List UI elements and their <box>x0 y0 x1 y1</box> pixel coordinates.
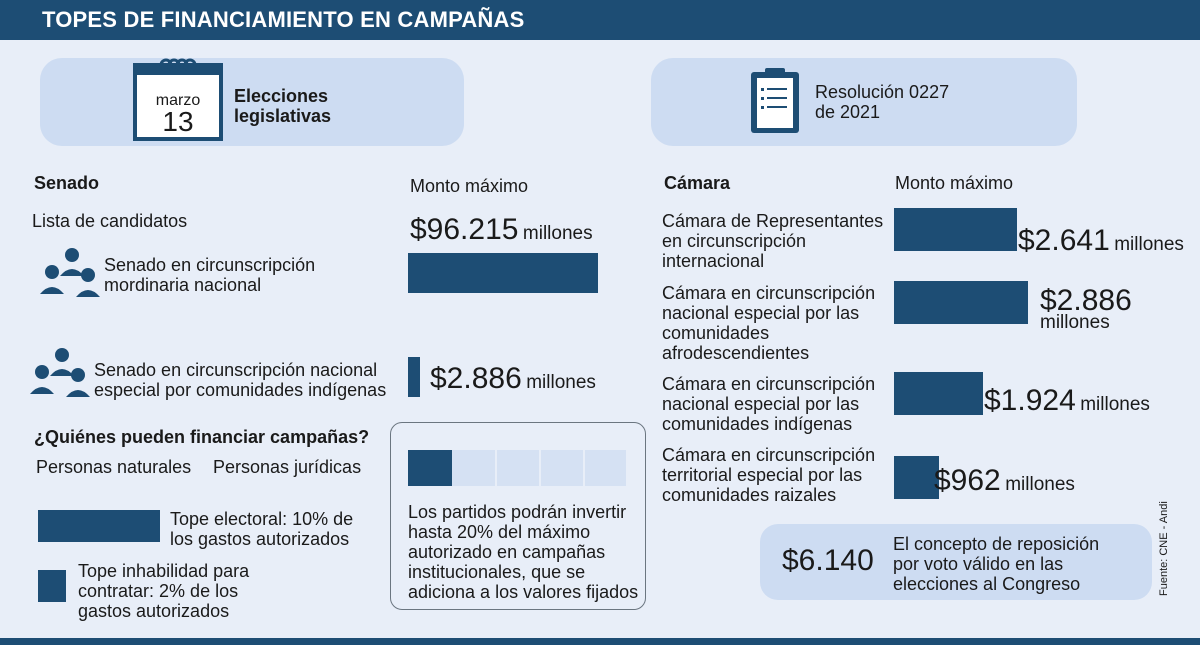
camara-item-4-bar <box>894 456 939 499</box>
senado-item-1-unit: millones <box>522 223 593 244</box>
camara-item-1-line2: en circunscripción <box>662 231 807 251</box>
partidos-divider <box>583 450 585 486</box>
senado-item-2-amount: $2.886 <box>430 362 522 395</box>
election-label-line2: legislativas <box>234 106 332 126</box>
partidos-line3: autorizado en campañas <box>408 542 606 562</box>
senado-lista-label: Lista de candidatos <box>32 211 188 231</box>
reposicion-amount: $6.140 <box>782 544 874 577</box>
camara-title: Cámara <box>664 173 731 193</box>
camara-item-1-value: $2.641 millones <box>1018 224 1184 258</box>
partidos-fill-bar <box>408 450 452 486</box>
page-title: TOPES DE FINANCIAMIENTO EN CAMPAÑAS <box>42 7 525 32</box>
camara-item-1-line3: internacional <box>662 251 765 271</box>
camara-item-4-unit: millones <box>1005 474 1075 495</box>
resolution-line1: Resolución 0227 <box>815 82 950 102</box>
camara-item-4-value: $962 millones <box>934 464 1075 498</box>
calendar-month: marzo <box>155 92 201 109</box>
camara-item-3-bar <box>894 372 983 415</box>
clipboard-icon <box>751 68 799 133</box>
election-label: Elecciones legislativas <box>234 86 331 126</box>
partidos-box <box>390 422 646 610</box>
camara-item-1-bar <box>894 208 1017 251</box>
camara-item-3-line1: Cámara en circunscripción <box>662 374 876 394</box>
tope-inhabilidad-line2: contratar: 2% de los <box>78 581 239 601</box>
financiar-title: ¿Quiénes pueden financiar campañas? <box>34 427 370 447</box>
reposicion-text: El concepto de reposición por voto válid… <box>893 534 1099 594</box>
resolution-label: Resolución 0227 de 2021 <box>815 82 949 122</box>
tope-electoral-line2: los gastos autorizados <box>170 529 350 549</box>
senado-item-2-label: Senado en circunscripción nacional espec… <box>94 360 386 400</box>
camara-item-3-label: Cámara en circunscripción nacional espec… <box>662 374 875 434</box>
senado-item-1-amount: $96.215 <box>410 213 519 246</box>
senado-item-2-unit: millones <box>526 372 596 393</box>
partidos-divider <box>495 450 497 486</box>
partidos-text: Los partidos podrán invertir hasta 20% d… <box>408 502 638 602</box>
tope-inhabilidad-label: Tope inhabilidad para contratar: 2% de l… <box>78 561 249 621</box>
tope-electoral-bar <box>38 510 160 542</box>
reposicion-line1: El concepto de reposición <box>893 534 1100 554</box>
resolution-line2: de 2021 <box>815 102 881 122</box>
camara-item-3-line3: comunidades indígenas <box>662 414 853 434</box>
camara-item-2-unit: millones <box>1040 312 1110 333</box>
calendar-icon <box>133 58 223 141</box>
partidos-line4: institucionales, que se <box>408 562 586 582</box>
tope-inhabilidad-line3: gastos autorizados <box>78 601 230 621</box>
camara-item-3-amount: $1.924 <box>984 384 1076 417</box>
senado-item-1-label: Senado en circunscripción mordinaria nac… <box>104 255 315 295</box>
partidos-divider <box>539 450 541 486</box>
camara-item-2-line4: afrodescendientes <box>662 343 810 363</box>
camara-item-4-amount: $962 <box>934 464 1001 497</box>
camara-item-2-value: $2.886 millones <box>1040 284 1132 334</box>
tope-inhabilidad-line1: Tope inhabilidad para <box>78 561 250 581</box>
partidos-line5: adiciona a los valores fijados <box>408 582 639 602</box>
camara-item-3-line2: nacional especial por las <box>662 394 860 414</box>
camara-item-1-label: Cámara de Representantes en circunscripc… <box>662 211 883 271</box>
people-icon <box>40 248 100 297</box>
senado-item-2-line1: Senado en circunscripción nacional <box>94 360 378 380</box>
partidos-line1: Los partidos podrán invertir <box>408 502 627 522</box>
camara-item-1-amount: $2.641 <box>1018 224 1110 257</box>
senado-item-2-value: $2.886 millones <box>430 362 596 396</box>
people-icon <box>30 348 90 397</box>
camara-item-2-line3: comunidades <box>662 323 770 343</box>
senado-item-1-value: $96.215 millones <box>410 213 593 247</box>
senado-item-1-bar <box>408 253 598 293</box>
camara-item-3-unit: millones <box>1080 394 1150 415</box>
camara-item-1-unit: millones <box>1114 234 1184 255</box>
camara-monto-label: Monto máximo <box>895 173 1014 193</box>
personas-naturales-label: Personas naturales <box>36 457 192 477</box>
camara-item-2-line1: Cámara en circunscripción <box>662 283 876 303</box>
footer-bar <box>0 638 1200 645</box>
personas-juridicas-label: Personas jurídicas <box>213 457 362 477</box>
header-bar <box>0 0 1200 40</box>
senado-item-1-line2: mordinaria nacional <box>104 275 262 295</box>
election-label-line1: Elecciones <box>234 86 329 106</box>
camara-item-2-label: Cámara en circunscripción nacional espec… <box>662 283 875 363</box>
source-note: Fuente: CNE - Andi <box>1158 501 1170 596</box>
camara-item-2-line2: nacional especial por las <box>662 303 860 323</box>
camara-item-4-line2: territorial especial por las <box>662 465 863 485</box>
camara-item-1-line1: Cámara de Representantes <box>662 211 884 231</box>
tope-inhabilidad-bar <box>38 570 66 602</box>
senado-title: Senado <box>34 173 100 193</box>
tope-electoral-label: Tope electoral: 10% de los gastos autori… <box>170 509 353 549</box>
camara-item-4-label: Cámara en circunscripción territorial es… <box>662 445 875 505</box>
election-pill <box>40 58 464 146</box>
partidos-line2: hasta 20% del máximo <box>408 522 591 542</box>
senado-item-1-line1: Senado en circunscripción <box>104 255 316 275</box>
reposicion-pill <box>760 524 1152 600</box>
camara-item-2-amount: $2.886 <box>1040 284 1132 317</box>
camara-item-2-bar <box>894 281 1028 324</box>
resolution-pill <box>651 58 1077 146</box>
camara-item-3-value: $1.924 millones <box>984 384 1150 418</box>
senado-item-2-line2: especial por comunidades indígenas <box>94 380 387 400</box>
camara-item-4-line3: comunidades raizales <box>662 485 837 505</box>
senado-monto-label: Monto máximo <box>410 176 529 196</box>
reposicion-line3: elecciones al Congreso <box>893 574 1081 594</box>
camara-item-4-line1: Cámara en circunscripción <box>662 445 876 465</box>
reposicion-line2: por voto válido en las <box>893 554 1064 574</box>
tope-electoral-line1: Tope electoral: 10% de <box>170 509 354 529</box>
senado-item-2-bar <box>408 357 420 397</box>
calendar-day: 13 <box>162 106 194 137</box>
